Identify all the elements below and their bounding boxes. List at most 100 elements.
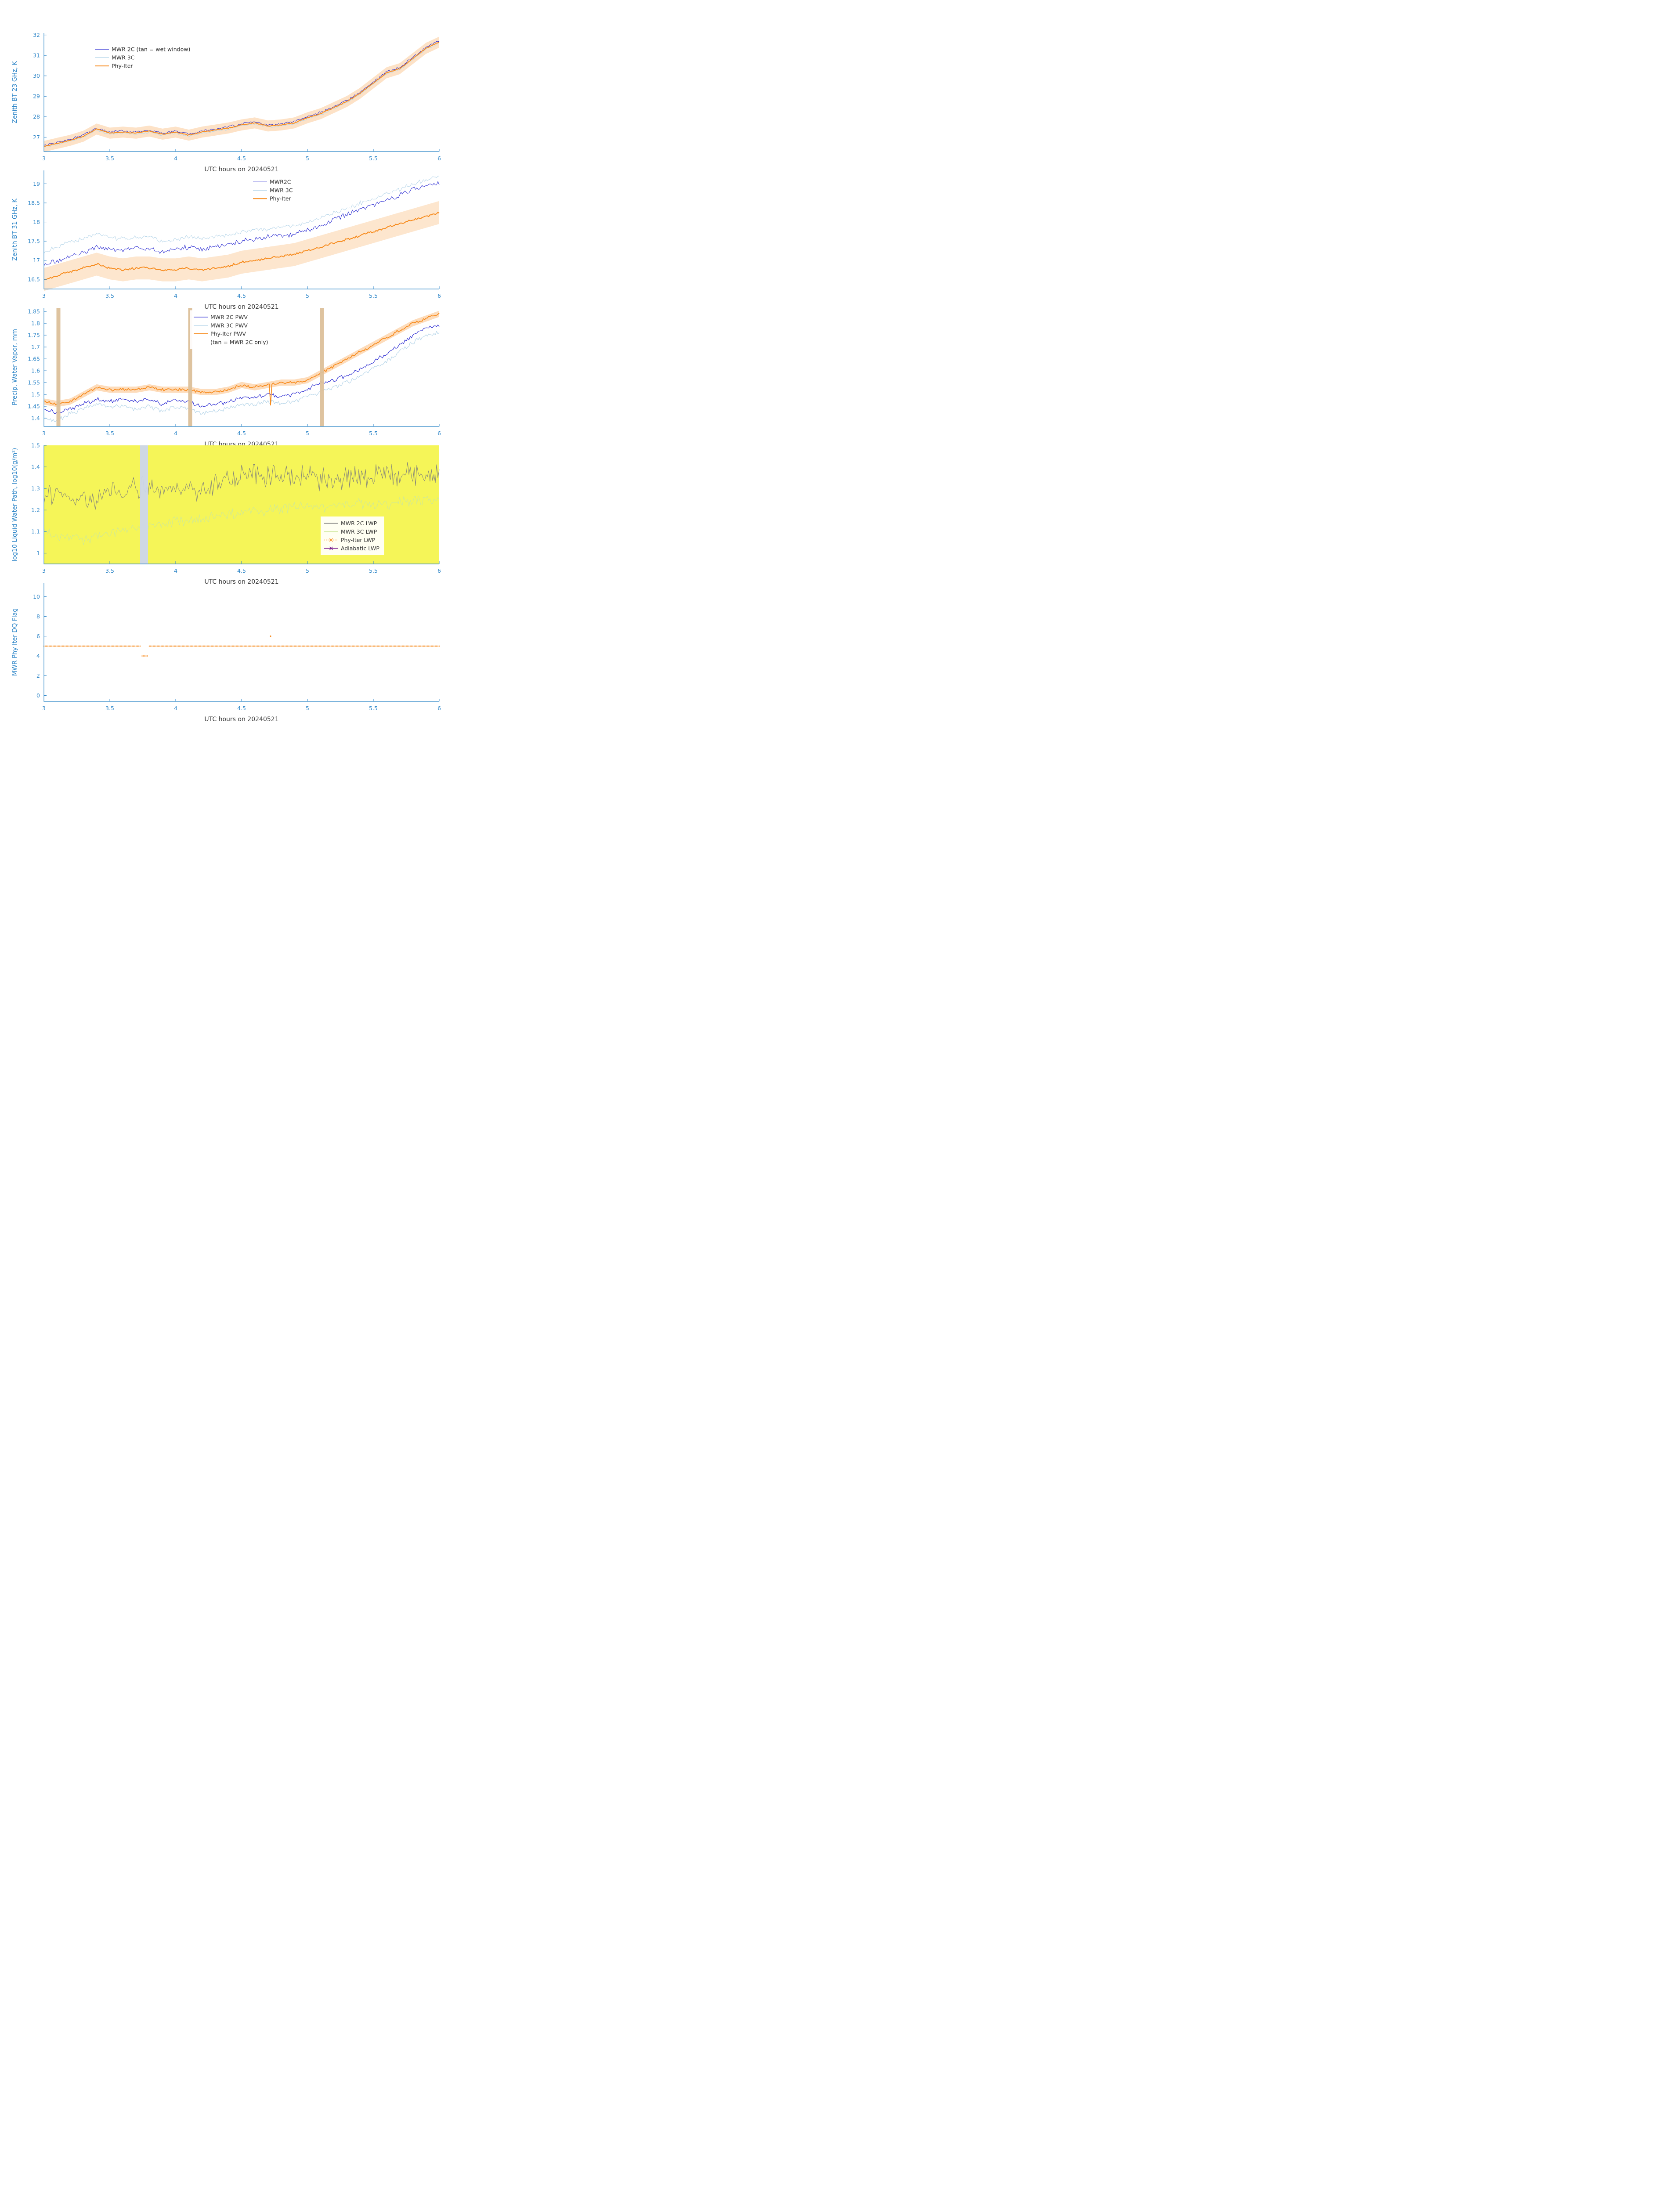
y-tick-label: 1.3: [31, 485, 40, 492]
series-mwr-3c: [43, 176, 440, 254]
y-tick-label: 1.75: [28, 332, 40, 338]
y-axis-label: Zenith BT 31 GHz, K: [11, 198, 18, 260]
y-tick-label: 31: [33, 52, 40, 59]
y-axis-label: Zenith BT 23 GHz, K: [11, 61, 18, 123]
liquid-water-path-vband-0: [140, 445, 148, 564]
y-tick-label: 1.65: [28, 355, 40, 362]
x-tick-label: 4.5: [237, 293, 246, 299]
x-tick-label: 3.5: [105, 705, 114, 712]
series-phy-iter: [43, 42, 440, 147]
x-tick-label: 5: [306, 155, 309, 162]
chart-liquid-water-path: 1 1.1 1.2 1.3 1.4 1.5 3 3.5 4 4.5 5 5.5 6 log10 Liqui…: [0, 437, 518, 590]
series-mwr2c: [43, 181, 440, 266]
chart-zenith-bt-31-svg: 16.5 17 17.5 18 18.5 19 3 3.5 4 4.5 5 5.5 6 Zenith BT…: [11, 170, 441, 311]
y-tick-label: 19: [33, 181, 40, 187]
y-tick-label: 32: [33, 32, 40, 38]
y-tick-label: 1.1: [31, 528, 40, 535]
y-tick-label: 1: [36, 550, 40, 556]
x-tick-label: 4: [174, 430, 177, 437]
x-tick-label: 4.5: [237, 567, 246, 574]
legend-background: [190, 310, 272, 349]
x-tick-label: 5.5: [369, 155, 378, 162]
x-axis-label: UTC hours on 20240521: [204, 303, 278, 311]
y-tick-label: 4: [36, 653, 40, 659]
y-axis-label: log10 Liquid Water Path, log10(g/m²): [11, 448, 18, 562]
x-tick-label: 3.5: [105, 567, 114, 574]
series-mwr-3c-lwp: [43, 495, 440, 545]
chart-zenith-bt-31: 16.5 17 17.5 18 18.5 19 3 3.5 4 4.5 5 5.5 6 Zenith BT…: [0, 162, 518, 315]
x-tick-label: 6: [437, 155, 441, 162]
series-mwr-2c-tan-wet-window: [43, 41, 440, 146]
legend-label: MWR 3C LWP: [341, 528, 377, 535]
x-tick-label: 5.5: [369, 705, 378, 712]
y-tick-label: 1.55: [28, 379, 40, 386]
x-tick-label: 3: [42, 155, 46, 162]
chart-dq-flag: 0 2 4 6 8 10 3 3.5 4 4.5 5 5.5 6 MWR Phy Iter DQ Flag…: [0, 574, 518, 728]
chart-zenith-bt-23: 27 28 29 30 31 32 3 3.5 4 4.5 5 5.5 6 Zenith BT 23 GH…: [0, 24, 518, 178]
y-tick-label: 10: [33, 593, 40, 600]
figure: 27 28 29 30 31 32 3 3.5 4 4.5 5 5.5 6 Zenith BT 23 GH…: [0, 0, 560, 878]
legend-label: MWR 3C: [112, 54, 135, 61]
y-tick-label: 8: [36, 613, 40, 620]
y-tick-label: 1.7: [31, 343, 40, 350]
chart-precip-water-vapor: 1.4 1.45 1.5 1.55 1.6 1.65 1.7 1.75 1.8 1.85 3 3.5 4…: [0, 299, 518, 453]
series-phy-iter: [43, 212, 440, 280]
y-tick-label: 1.85: [28, 308, 40, 314]
y-tick-label: 1.4: [31, 415, 40, 421]
legend-label: Phy-Iter: [270, 195, 291, 202]
x-tick-label: 5.5: [369, 293, 378, 299]
y-tick-label: 18.5: [28, 199, 40, 206]
chart-zenith-bt-23-svg: 27 28 29 30 31 32 3 3.5 4 4.5 5 5.5 6 Zenith BT 23 GH…: [11, 32, 441, 173]
x-tick-label: 4: [174, 155, 177, 162]
dq-flag-dots: [43, 635, 440, 657]
legend-label: MWR 2C PWV: [210, 314, 248, 320]
y-tick-label: 17.5: [28, 238, 40, 245]
y-tick-label: 1.45: [28, 403, 40, 409]
band-phy-iter: [44, 201, 439, 291]
y-tick-label: 28: [33, 113, 40, 120]
x-tick-label: 3.5: [105, 155, 114, 162]
legend-label: Phy-Iter: [112, 62, 133, 69]
x-tick-label: 5: [306, 705, 309, 712]
legend-label: MWR 2C (tan = wet window): [112, 46, 190, 52]
y-axis-label: Precip. Water Vapor, mm: [11, 329, 18, 405]
y-tick-label: 0: [36, 692, 40, 699]
x-tick-label: 3: [42, 567, 46, 574]
x-tick-label: 3.5: [105, 293, 114, 299]
precip-water-vapor-vband-0: [56, 308, 61, 426]
y-tick-label: 27: [33, 134, 40, 141]
legend-label: MWR2C: [270, 179, 291, 185]
legend-label: Phy-Iter LWP: [341, 537, 376, 543]
x-tick-label: 4.5: [237, 705, 246, 712]
series-mwr-2c-pwv: [43, 325, 440, 414]
series-mwr-2c-lwp: [43, 462, 440, 510]
x-tick-label: 4.5: [237, 430, 246, 437]
x-tick-label: 6: [437, 430, 441, 437]
x-tick-label: 5.5: [369, 430, 378, 437]
x-tick-label: 3: [42, 430, 46, 437]
series-phy-iter-pwv: [43, 313, 440, 406]
legend-x-marker: [329, 538, 333, 542]
y-tick-label: 16.5: [28, 276, 40, 283]
y-tick-label: 29: [33, 93, 40, 100]
x-tick-label: 3.5: [105, 430, 114, 437]
x-tick-label: 4: [174, 293, 177, 299]
y-tick-label: 18: [33, 219, 40, 225]
y-tick-label: 1.5: [31, 391, 40, 397]
chart-liquid-water-path-svg: 1 1.1 1.2 1.3 1.4 1.5 3 3.5 4 4.5 5 5.5 6 log10 Liqui…: [11, 442, 441, 585]
chart-precip-water-vapor-svg: 1.41.451.51.551.61.651.71.751.81.853 3.5 4…: [11, 308, 441, 448]
x-axis-label: UTC hours on 20240521: [204, 578, 278, 585]
legend-label: MWR 2C LWP: [341, 520, 377, 527]
precip-water-vapor-vband-1: [188, 308, 192, 426]
x-tick-label: 6: [437, 567, 441, 574]
x-tick-label: 5: [306, 430, 309, 437]
x-tick-label: 5: [306, 293, 309, 299]
y-tick-label: 1.2: [31, 507, 40, 513]
x-tick-label: 4.5: [237, 155, 246, 162]
legend-label: Phy-Iter PWV: [210, 330, 246, 337]
legend-label: Adiabatic LWP: [341, 545, 379, 552]
